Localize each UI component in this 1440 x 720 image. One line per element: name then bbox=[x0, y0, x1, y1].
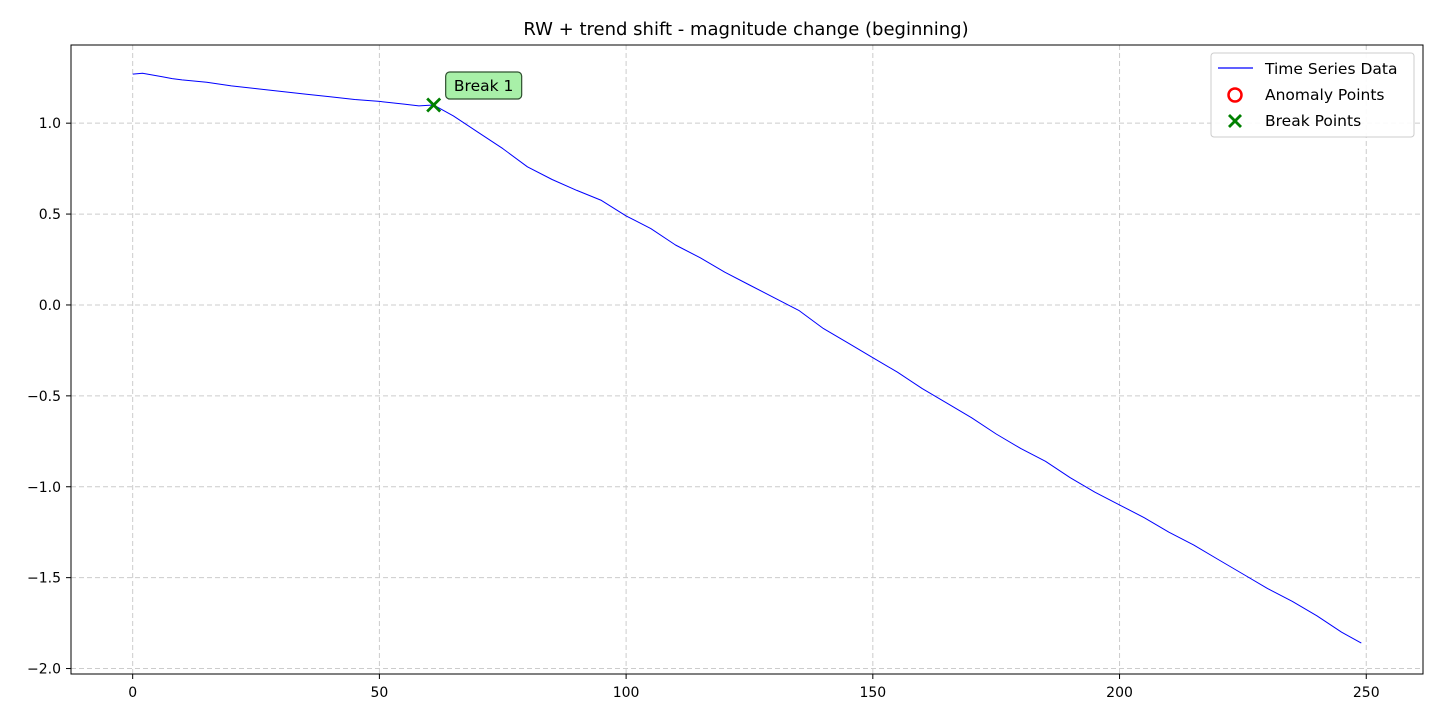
x-tick-label: 0 bbox=[128, 685, 137, 701]
legend-break-x-icon bbox=[1228, 114, 1242, 128]
legend-label-anomaly: Anomaly Points bbox=[1265, 86, 1384, 104]
axes-frame bbox=[70, 44, 1424, 675]
legend-box bbox=[1210, 52, 1415, 138]
series-line bbox=[132, 72, 1362, 644]
y-tick-label: 0.0 bbox=[39, 298, 61, 314]
y-tick-label: 1.0 bbox=[39, 116, 61, 132]
x-tick-label: 50 bbox=[370, 685, 388, 701]
x-tick-label: 200 bbox=[1106, 685, 1133, 701]
chart-title: RW + trend shift - magnitude change (beg… bbox=[523, 19, 968, 40]
x-tick-label: 150 bbox=[859, 685, 886, 701]
legend-anomaly-circle-icon bbox=[1227, 87, 1243, 103]
y-tick-label: −2.0 bbox=[27, 662, 61, 678]
y-tick-label: −0.5 bbox=[27, 389, 61, 405]
plot-data bbox=[132, 72, 1362, 644]
break-annotation-box bbox=[445, 71, 523, 100]
axis-ticks: 0 50 100 150 200 250 1.0 0.5 0.0 −0.5 −1.0 −1.5 −2.0 bbox=[27, 116, 1380, 701]
legend-label-time-series: Time Series Data bbox=[1264, 60, 1397, 78]
annotations: Break 1 bbox=[445, 71, 523, 100]
legend-label-break: Break Points bbox=[1265, 112, 1361, 130]
y-tick-label: 0.5 bbox=[39, 207, 61, 223]
legend: Time Series Data Anomaly Points Break Po… bbox=[1210, 52, 1415, 138]
break-annotation-label: Break 1 bbox=[454, 77, 513, 95]
y-tick-label: −1.0 bbox=[27, 480, 61, 496]
y-tick-label: −1.5 bbox=[27, 571, 61, 587]
x-tick-label: 250 bbox=[1353, 685, 1380, 701]
grid-lines bbox=[71, 45, 1423, 674]
break-point-marker bbox=[426, 97, 442, 113]
x-tick-label: 100 bbox=[613, 685, 640, 701]
break-annotation: Break 1 bbox=[445, 71, 523, 100]
